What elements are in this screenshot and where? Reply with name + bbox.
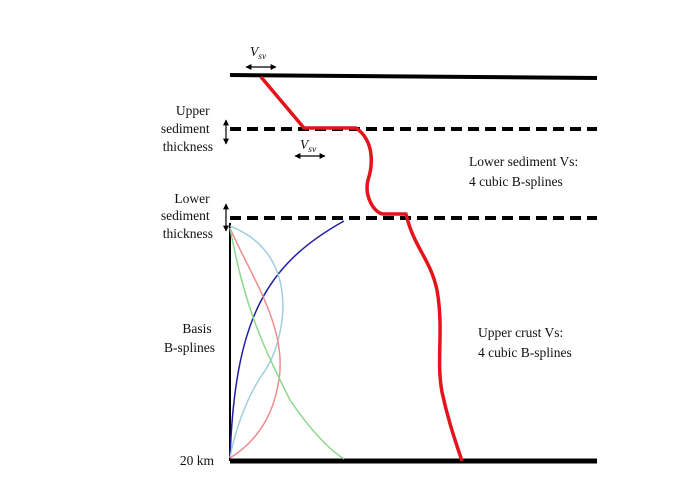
lower-sediment-thickness-label: Lower sediment thickness xyxy=(161,191,213,241)
basis-spline-red xyxy=(229,227,281,459)
basis-spline-green xyxy=(229,227,345,460)
upper-crust-vs-note: Upper crust Vs: 4 cubic B-splines xyxy=(478,325,572,360)
vsv-label-mid: Vsv xyxy=(300,137,317,155)
vs-profile-line xyxy=(259,75,464,462)
basis-splines-label: Basis B-splines xyxy=(164,321,215,355)
lower-sediment-vs-note: Lower sediment Vs: 4 cubic B-splines xyxy=(469,154,582,189)
upper-sediment-thickness-label: Upper sediment thickness xyxy=(161,103,213,154)
surface-boundary xyxy=(229,73,598,80)
depth-20km-label: 20 km xyxy=(180,453,215,468)
vsv-label-top: Vsv xyxy=(250,44,267,62)
basis-spline-lightblue xyxy=(229,225,284,459)
basis-spline-blue xyxy=(229,220,345,459)
